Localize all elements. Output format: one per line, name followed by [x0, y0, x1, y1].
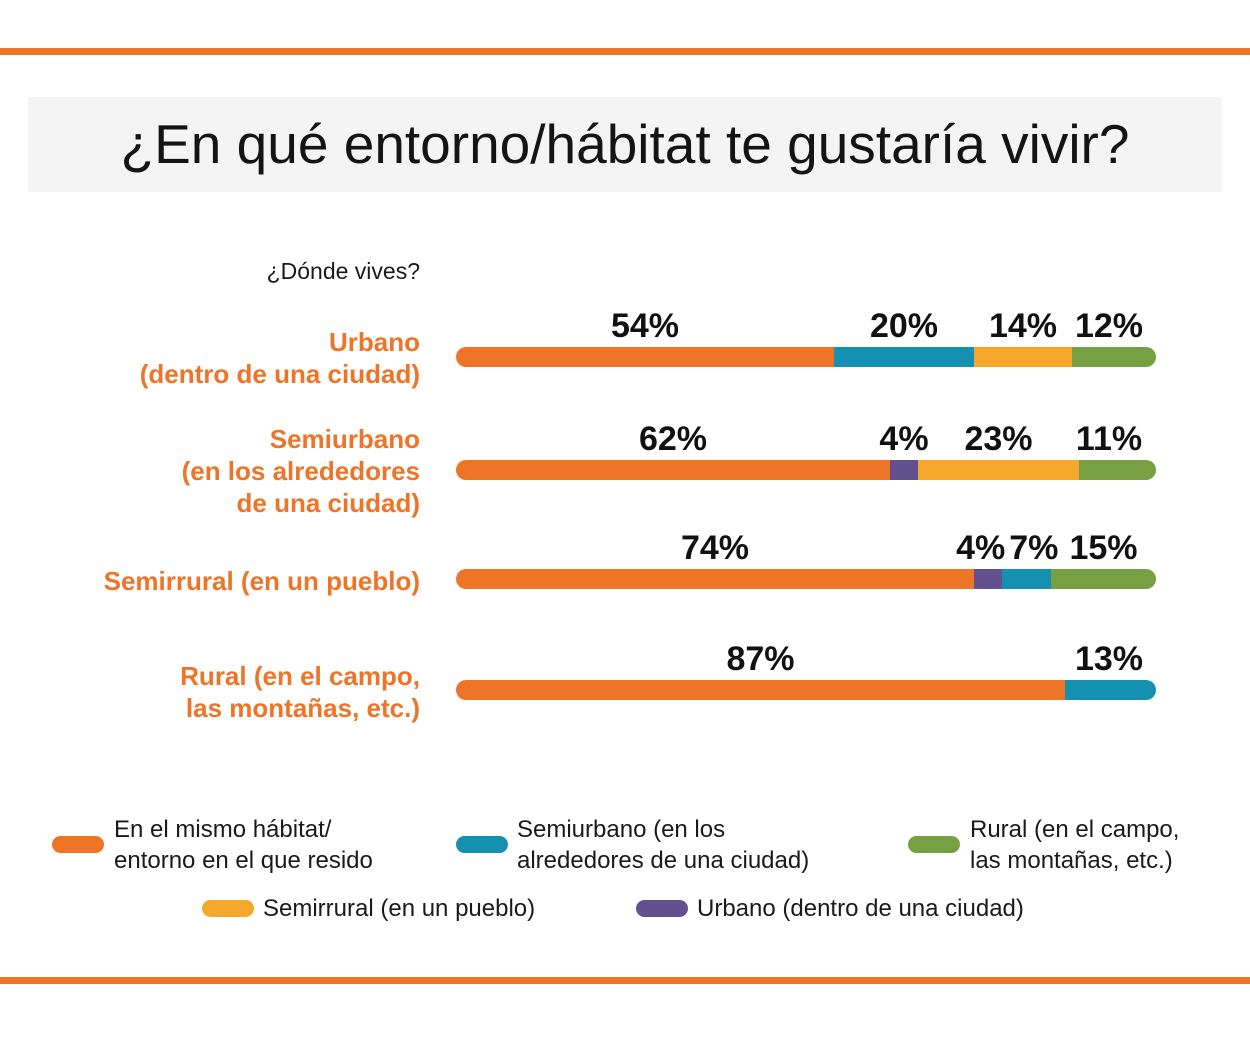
bar-row-0 — [456, 347, 1156, 367]
legend-swatch-rural — [908, 836, 960, 853]
legend-swatch-semirrural — [202, 900, 254, 917]
bar-segment-1-semirrural — [918, 460, 1080, 480]
bar-segment-2-rural — [1051, 569, 1156, 589]
bar-segment-3-mismo — [456, 680, 1066, 700]
bar-segment-1-urbano — [890, 460, 919, 480]
data-label-1-urbano: 4% — [879, 420, 928, 458]
legend-label-semiurbano: Semiurbano (en los alrededores de una ciu… — [517, 816, 810, 874]
bar-segment-3-semiurbano — [1065, 680, 1156, 700]
bar-segment-0-mismo — [456, 347, 835, 367]
bar-segment-2-mismo — [456, 569, 975, 589]
legend-swatch-semiurbano — [456, 836, 508, 853]
data-label-1-semirrural: 23% — [964, 420, 1032, 458]
bar-segment-2-urbano — [974, 569, 1003, 589]
bar-segment-1-rural — [1079, 460, 1156, 480]
legend-swatch-mismo — [52, 836, 104, 853]
data-label-2-mismo: 74% — [681, 529, 749, 567]
data-label-0-semirrural: 14% — [989, 307, 1057, 345]
data-label-3-semiurbano: 13% — [1075, 640, 1143, 678]
category-label-3: Rural (en el campo, las montañas, etc.) — [180, 661, 420, 723]
data-label-1-mismo: 62% — [639, 420, 707, 458]
bar-segment-2-semiurbano — [1002, 569, 1052, 589]
data-label-2-urbano: 4% — [956, 529, 1005, 567]
title-band — [28, 97, 1222, 192]
data-label-0-mismo: 54% — [611, 307, 679, 345]
legend-label-rural: Rural (en el campo, las montañas, etc.) — [970, 816, 1180, 874]
chart-title: ¿En qué entorno/hábitat te gustaría vivi… — [120, 113, 1130, 175]
bar-segment-1-mismo — [456, 460, 891, 480]
data-label-0-semiurbano: 20% — [870, 307, 938, 345]
category-label-0: Urbano (dentro de una ciudad) — [139, 327, 420, 389]
bar-row-1 — [456, 460, 1156, 480]
category-label-2: Semirrural (en un pueblo) — [103, 566, 420, 596]
data-label-0-rural: 12% — [1075, 307, 1143, 345]
bar-row-2 — [456, 569, 1156, 589]
bar-row-3 — [456, 680, 1156, 700]
data-label-1-rural: 11% — [1076, 420, 1142, 458]
bottom-accent-rule — [0, 977, 1250, 984]
legend-label-semirrural: Semirrural (en un pueblo) — [263, 895, 536, 922]
data-label-3-mismo: 87% — [726, 640, 794, 678]
legend-label-mismo: En el mismo hábitat/entorno en el que re… — [114, 816, 373, 874]
legend-swatch-urbano — [636, 900, 688, 917]
data-label-2-semiurbano: 7% — [1009, 529, 1058, 567]
bar-segment-0-semiurbano — [834, 347, 975, 367]
data-label-2-rural: 15% — [1069, 529, 1137, 567]
bar-segment-0-rural — [1072, 347, 1156, 367]
top-accent-rule — [0, 48, 1250, 55]
bar-segment-0-semirrural — [974, 347, 1073, 367]
axis-subhead: ¿Dónde vives? — [266, 258, 420, 284]
category-label-1: Semiurbano (en los alrededores de una ciud… — [181, 424, 420, 518]
legend-label-urbano: Urbano (dentro de una ciudad) — [697, 895, 1024, 922]
